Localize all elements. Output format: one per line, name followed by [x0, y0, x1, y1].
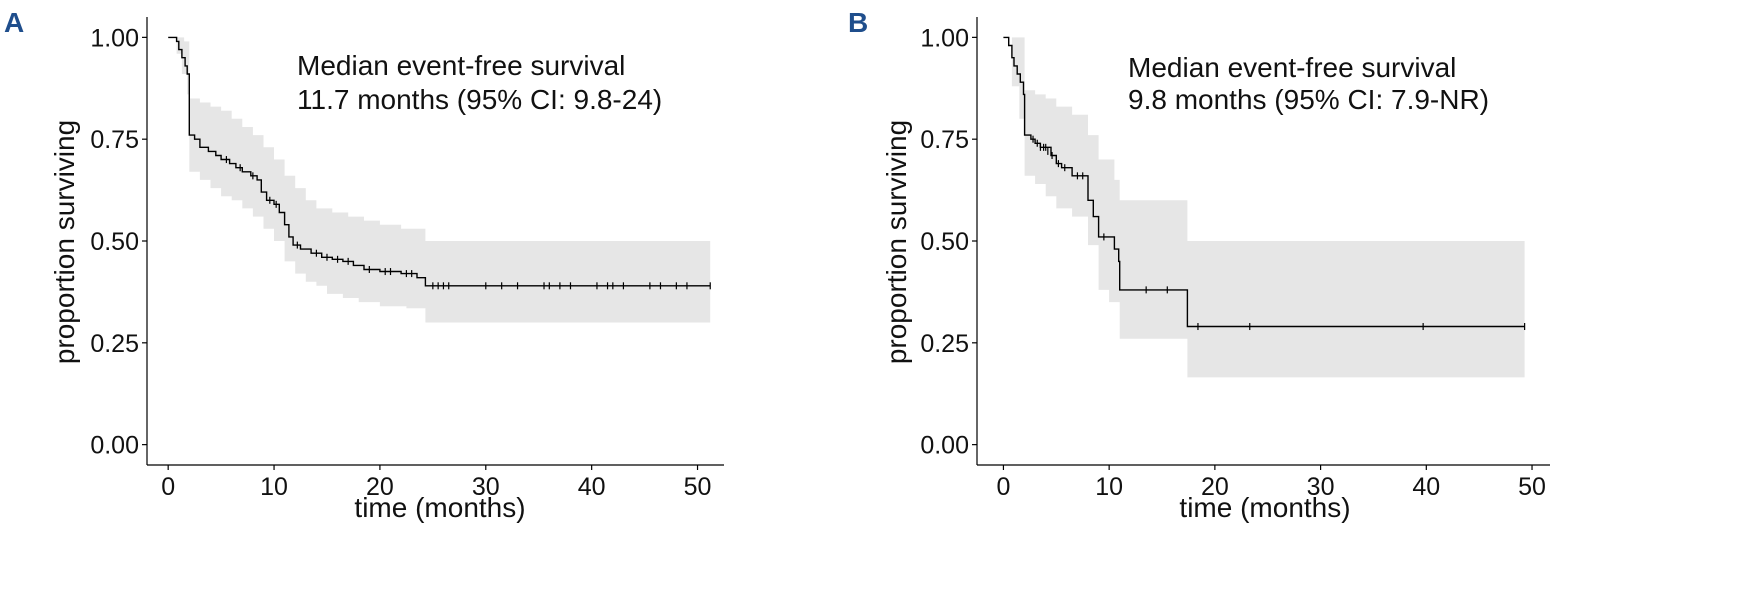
- x-tick-label-a-2: 20: [366, 473, 394, 501]
- x-axis-label-a: time (months): [354, 492, 525, 523]
- panel-label-a: A: [4, 7, 24, 38]
- survival-curve-b: [1003, 36, 1525, 328]
- y-axis-label-b: proportion surviving: [881, 120, 912, 364]
- annotation-line2-b: 9.8 months (95% CI: 7.9-NR): [1128, 84, 1489, 115]
- x-tick-label-b-4: 40: [1412, 473, 1440, 501]
- x-tick-label-a-0: 0: [161, 473, 175, 501]
- x-tick-label-a-5: 50: [684, 473, 712, 501]
- y-tick-label-b-2: 0.50: [920, 228, 969, 256]
- annotation-line2-a: 11.7 months (95% CI: 9.8-24): [297, 84, 662, 115]
- x-axis-label-b: time (months): [1179, 492, 1350, 523]
- x-tick-label-a-4: 40: [578, 473, 606, 501]
- y-tick-label-b-4: 1.00: [920, 24, 969, 52]
- y-tick-label-a-2: 0.50: [90, 228, 139, 256]
- annotation-line1-a: Median event-free survival: [297, 50, 625, 81]
- x-tick-label-b-2: 20: [1201, 473, 1229, 501]
- x-tick-label-a-3: 30: [472, 473, 500, 501]
- annotation-line1-b: Median event-free survival: [1128, 52, 1456, 83]
- survival-curve-a: [168, 36, 711, 287]
- y-tick-label-b-1: 0.25: [920, 330, 969, 358]
- ci-band-b: [1003, 37, 1525, 378]
- y-tick-label-a-4: 1.00: [90, 24, 139, 52]
- y-axis-label-a: proportion surviving: [49, 120, 80, 364]
- panel-label-b: B: [848, 7, 868, 38]
- plot-a: 0.00 0.25 0.50 0.75 1.00 0 10 20 30 40 50: [90, 24, 711, 501]
- y-tick-label-a-0: 0.00: [90, 432, 139, 460]
- y-tick-label-b-0: 0.00: [920, 432, 969, 460]
- x-tick-label-b-0: 0: [996, 473, 1010, 501]
- x-tick-label-b-5: 50: [1518, 473, 1546, 501]
- y-tick-label-b-3: 0.75: [920, 126, 969, 154]
- x-tick-label-b-1: 10: [1095, 473, 1123, 501]
- panel-b: B 0.00 0.25 0.50 0.75 1.00 0 10 20 30 40 50 Median…: [848, 7, 1550, 523]
- panel-a: A 0.00 0.25 0.50 0.75 1.00 0 10 20 30 40 50 Median…: [4, 7, 724, 523]
- plot-b: 0.00 0.25 0.50 0.75 1.00 0 10 20 30 40 50: [920, 24, 1546, 501]
- ci-band-a: [168, 37, 711, 323]
- x-tick-label-b-3: 30: [1307, 473, 1335, 501]
- x-tick-label-a-1: 10: [260, 473, 288, 501]
- y-tick-label-a-1: 0.25: [90, 330, 139, 358]
- y-tick-label-a-3: 0.75: [90, 126, 139, 154]
